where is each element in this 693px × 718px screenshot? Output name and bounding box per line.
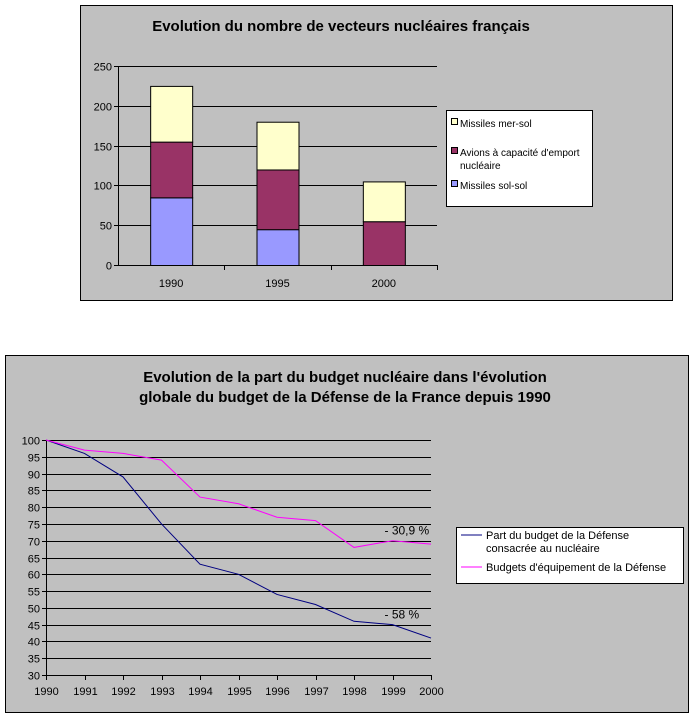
legend-label: Budgets d'équipement de la Défense [486,562,666,574]
bar-segment [256,229,300,266]
legend-swatch [451,180,458,187]
line-series [45,439,432,548]
chart1-ytick-label: 0 [106,261,112,273]
bar-segment [150,141,194,199]
bar-segment [362,221,406,266]
chart2-legend [456,527,684,584]
chart2-annotation: - 30,9 % [385,524,430,538]
legend-label: Missiles mer-sol [460,119,532,130]
chart2-title: Evolution de la part du budget nucléaire… [143,369,547,386]
legend-label: Part du budget de la Défense [486,530,629,542]
chart1-xtick-label: 1990 [159,278,183,290]
chart2-ytick-label: 75 [28,520,40,532]
legend-label: Avions à capacité d'emport [460,148,580,159]
legend-label: Missiles sol-sol [460,181,527,192]
line-series [45,439,432,639]
chart2-xtick-label: 1997 [304,686,328,698]
chart2-ytick-label: 100 [22,436,40,448]
bar-segment [362,181,406,223]
chart1-ytick-label: 250 [94,62,112,74]
chart2-xtick-label: 1990 [34,686,58,698]
chart2-ytick-label: 30 [28,671,40,683]
chart2-ytick-label: 80 [28,503,40,515]
bar-segment [150,197,194,266]
chart2-xtick-label: 1992 [111,686,135,698]
chart2-xtick-label: 2000 [419,686,443,698]
chart1-ytick-label: 200 [94,102,112,114]
chart2-ytick-label: 40 [28,637,40,649]
chart2-xtick-label: 1994 [188,686,212,698]
chart2-ytick-label: 55 [28,587,40,599]
chart1-legend [446,110,593,207]
chart2-xtick-label: 1991 [73,686,97,698]
chart2-annotation: - 58 % [385,608,420,622]
chart2-xtick-label: 1998 [342,686,366,698]
chart1-xtick-label: 2000 [372,278,396,290]
legend-swatch [451,118,458,125]
chart2-xtick-label: 1999 [381,686,405,698]
legend-label: nucléaire [460,161,501,172]
chart2-ytick-label: 60 [28,570,40,582]
chart2-ytick-label: 90 [28,470,40,482]
bar-segment [150,85,194,143]
chart1-title: Evolution du nombre de vecteurs nucléair… [152,18,530,35]
legend-swatch [451,147,458,154]
chart2-xtick-label: 1996 [265,686,289,698]
chart2-ytick-label: 95 [28,453,40,465]
chart2-ytick-label: 70 [28,537,40,549]
bar-segment [256,169,300,231]
chart2-title: globale du budget de la Défense de la Fr… [139,389,551,406]
bar-segment [256,121,300,171]
chart2-ytick-label: 45 [28,621,40,633]
chart2-ytick-label: 50 [28,604,40,616]
chart2-xtick-label: 1993 [150,686,174,698]
chart2-ytick-label: 35 [28,654,40,666]
chart1-ytick-label: 100 [94,181,112,193]
chart2-ytick-label: 85 [28,486,40,498]
legend-label: consacrée au nucléaire [486,543,600,555]
chart1-ytick-label: 50 [100,221,112,233]
chart2-xtick-label: 1995 [227,686,251,698]
chart1-ytick-label: 150 [94,142,112,154]
chart1-xtick-label: 1995 [265,278,289,290]
chart2-ytick-label: 65 [28,554,40,566]
